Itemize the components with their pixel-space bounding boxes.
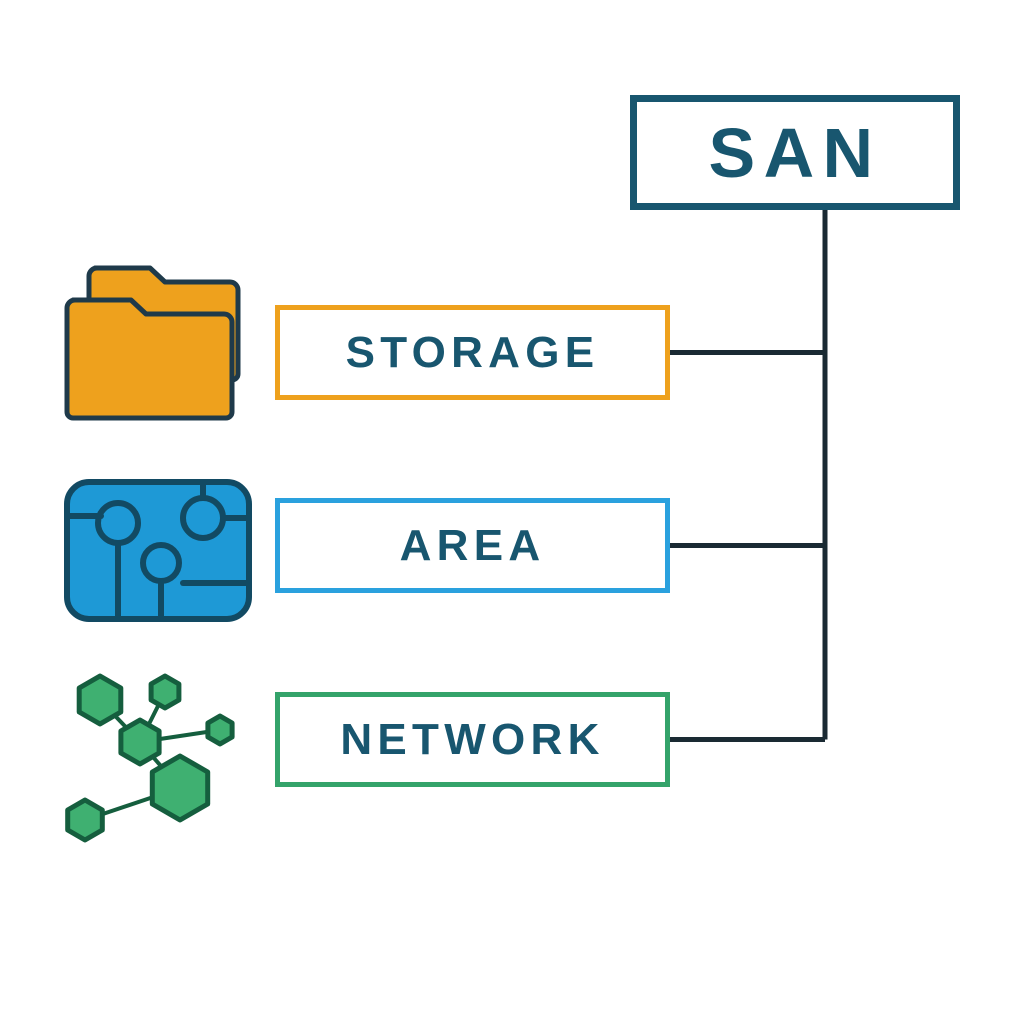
area-node: AREA: [275, 498, 670, 593]
root-label: SAN: [709, 113, 882, 193]
network-label: NETWORK: [340, 715, 604, 765]
folders-icon: [55, 258, 255, 428]
diagram-stage: SAN STORAGE AREA NETWORK: [0, 0, 1024, 1024]
network-node: NETWORK: [275, 692, 670, 787]
area-label: AREA: [400, 521, 546, 571]
storage-label: STORAGE: [346, 328, 600, 378]
hexnet-icon: [45, 660, 260, 855]
root-node-san: SAN: [630, 95, 960, 210]
circuit-icon: [63, 478, 253, 623]
storage-node: STORAGE: [275, 305, 670, 400]
